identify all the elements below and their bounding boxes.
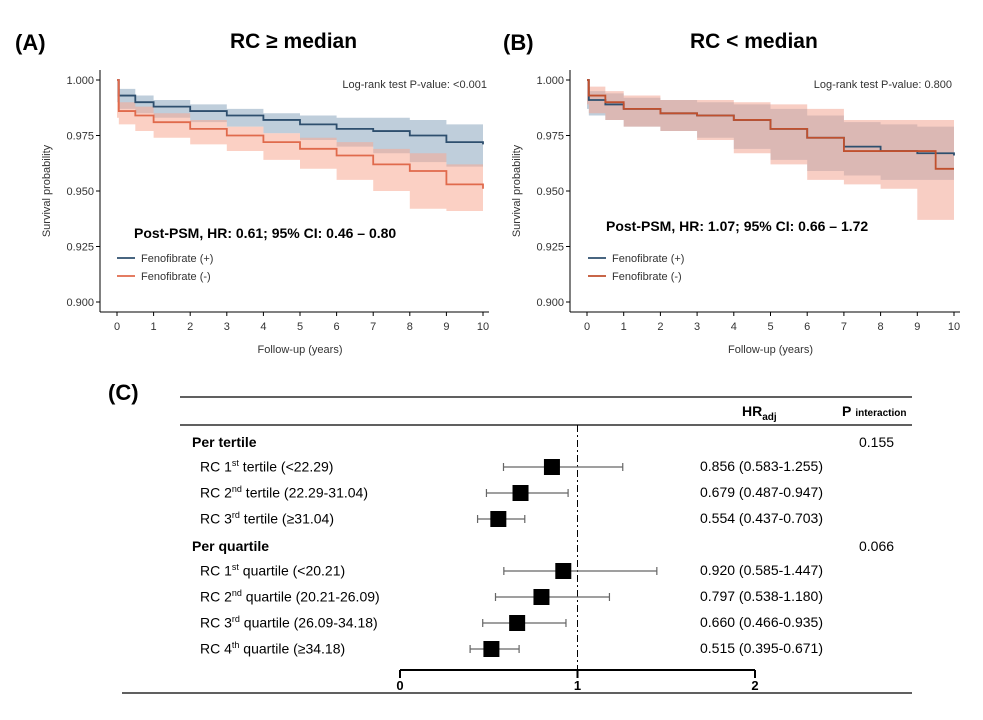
p-interaction-value: 0.155 <box>859 434 895 450</box>
p-interaction-subscript: interaction <box>855 408 906 419</box>
x-tick-label: 1 <box>621 321 627 333</box>
km-plot-a: 0.900 0.925 0.950 0.975 1.000 0 1 2 3 4 5 6 7 8 9 10 Fol… <box>41 70 489 356</box>
hr-point-marker <box>533 589 550 605</box>
y-axis-label: Survival probability <box>511 144 523 237</box>
survival-curve-fenofibrate-plus <box>117 79 484 145</box>
hr-point-marker <box>512 485 529 501</box>
ordinal-suffix: rd <box>231 510 240 520</box>
y-tick-label: 0.975 <box>66 131 94 143</box>
hr-statistic: Post-PSM, HR: 1.07; 95% CI: 0.66 – 1.72 <box>606 218 868 234</box>
forest-row-hr-text: 0.515 (0.395-0.671) <box>700 640 823 656</box>
x-axis-label: Follow-up (years) <box>728 344 813 356</box>
logrank-annotation: Log-rank test P-value: 0.800 <box>814 79 952 91</box>
forest-x-tick-label: 2 <box>751 678 758 693</box>
x-tick-label: 1 <box>151 321 157 333</box>
legend-entry: Fenofibrate (-) <box>141 271 211 283</box>
y-tick-label: 0.900 <box>536 297 564 309</box>
x-tick-label: 4 <box>731 321 737 333</box>
x-tick-label: 0 <box>114 321 120 333</box>
y-tick-label: 0.925 <box>536 242 564 254</box>
ordinal-suffix: nd <box>231 588 242 598</box>
hr-point-marker <box>543 459 560 475</box>
y-tick-label: 0.925 <box>66 242 94 254</box>
ci-band-fenofibrate-minus <box>587 80 954 220</box>
x-tick-label: 7 <box>370 321 376 333</box>
logrank-annotation: Log-rank test P-value: <0.001 <box>342 79 487 91</box>
legend-entry: Fenofibrate (+) <box>612 253 684 265</box>
forest-row-label: RC 2nd tertile (22.29-31.04) <box>200 484 368 501</box>
forest-row-label: RC 4th quartile (≥34.18) <box>200 640 346 657</box>
forest-row-label: RC 3rd tertile (≥31.04) <box>200 510 334 527</box>
x-tick-label: 0 <box>584 321 590 333</box>
x-tick-label: 2 <box>657 321 663 333</box>
panel-a-title: RC ≥ median <box>230 30 358 53</box>
x-tick-label: 9 <box>914 321 920 333</box>
ordinal-suffix: rd <box>231 614 240 624</box>
legend-entry: Fenofibrate (-) <box>612 271 682 283</box>
forest-group-label: Per quartile <box>192 538 270 554</box>
km-plot-b: 0.900 0.925 0.950 0.975 1.000 0 1 2 3 4 5 6 7 8 9 10 Fol… <box>511 70 960 356</box>
forest-row-hr-text: 0.679 (0.487-0.947) <box>700 484 823 500</box>
x-tick-label: 6 <box>804 321 810 333</box>
x-tick-label: 6 <box>334 321 340 333</box>
panel-c-label: (C) <box>108 380 139 405</box>
ordinal-suffix: th <box>231 640 240 650</box>
panel-b-label: (B) <box>503 30 534 55</box>
hr-adj-header: HRadj <box>742 403 777 423</box>
hr-statistic: Post-PSM, HR: 0.61; 95% CI: 0.46 – 0.80 <box>134 225 396 241</box>
y-tick-label: 1.000 <box>536 75 564 87</box>
x-tick-label: 9 <box>443 321 449 333</box>
hr-adj-subscript: adj <box>762 412 777 423</box>
y-axis-label: Survival probability <box>41 144 53 237</box>
ordinal-suffix: st <box>231 458 239 468</box>
y-tick-label: 0.900 <box>66 297 94 309</box>
forest-row-label: RC 1st tertile (<22.29) <box>200 458 334 475</box>
ordinal-suffix: nd <box>231 484 242 494</box>
x-tick-label: 3 <box>224 321 230 333</box>
x-tick-label: 10 <box>948 321 960 333</box>
y-tick-label: 1.000 <box>66 75 94 87</box>
legend-entry: Fenofibrate (+) <box>141 253 213 265</box>
x-tick-label: 2 <box>187 321 193 333</box>
x-axis-label: Follow-up (years) <box>258 344 343 356</box>
ordinal-suffix: st <box>231 562 239 572</box>
forest-group-label: Per tertile <box>192 434 257 450</box>
y-tick-label: 0.950 <box>66 186 94 198</box>
hr-point-marker <box>509 615 526 631</box>
panel-a-label: (A) <box>15 30 46 55</box>
forest-x-tick-label: 1 <box>574 678 581 693</box>
forest-row-hr-text: 0.856 (0.583-1.255) <box>700 458 823 474</box>
forest-row-hr-text: 0.920 (0.585-1.447) <box>700 562 823 578</box>
x-tick-label: 7 <box>841 321 847 333</box>
panel-b-title: RC < median <box>690 30 818 53</box>
forest-row-label: RC 2nd quartile (20.21-26.09) <box>200 588 380 605</box>
survival-curve-fenofibrate-minus <box>117 79 484 189</box>
x-tick-label: 8 <box>407 321 413 333</box>
forest-row-label: RC 3rd quartile (26.09-34.18) <box>200 614 378 631</box>
hr-point-marker <box>483 641 500 657</box>
hr-point-marker <box>490 511 507 527</box>
y-tick-label: 0.975 <box>536 131 564 143</box>
forest-row-hr-text: 0.797 (0.538-1.180) <box>700 588 823 604</box>
x-tick-label: 8 <box>878 321 884 333</box>
hr-point-marker <box>555 563 572 579</box>
forest-row-hr-text: 0.660 (0.466-0.935) <box>700 614 823 630</box>
survival-curve-fenofibrate-minus <box>587 79 954 170</box>
x-tick-label: 5 <box>767 321 773 333</box>
forest-row-hr-text: 0.554 (0.437-0.703) <box>700 510 823 526</box>
x-tick-label: 3 <box>694 321 700 333</box>
x-tick-label: 5 <box>297 321 303 333</box>
x-tick-label: 10 <box>477 321 489 333</box>
x-tick-label: 4 <box>260 321 266 333</box>
y-tick-label: 0.950 <box>536 186 564 198</box>
forest-row-label: RC 1st quartile (<20.21) <box>200 562 346 579</box>
p-interaction-value: 0.066 <box>859 538 895 554</box>
forest-x-tick-label: 0 <box>396 678 403 693</box>
